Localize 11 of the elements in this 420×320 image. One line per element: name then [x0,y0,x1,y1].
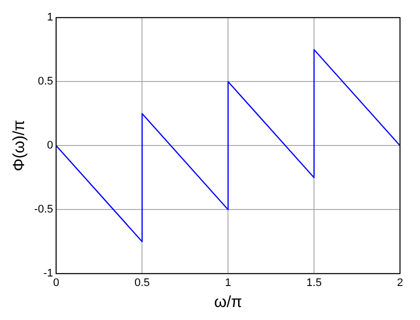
y-tick-label: -1 [43,268,54,280]
x-tick-label: 1 [225,277,232,290]
y-tick-label: 0.5 [38,76,54,88]
x-tick-label: 1.5 [306,277,322,290]
y-tick-label: 0 [47,140,54,152]
x-axis-title: ω/π [214,294,242,311]
y-axis-title: Φ(ω)/π [11,120,28,172]
y-tick-label: -0.5 [34,204,54,216]
x-tick-label: 0.5 [134,277,150,290]
x-tick-label: 2 [396,277,404,290]
y-tick-label: 1 [47,12,54,24]
